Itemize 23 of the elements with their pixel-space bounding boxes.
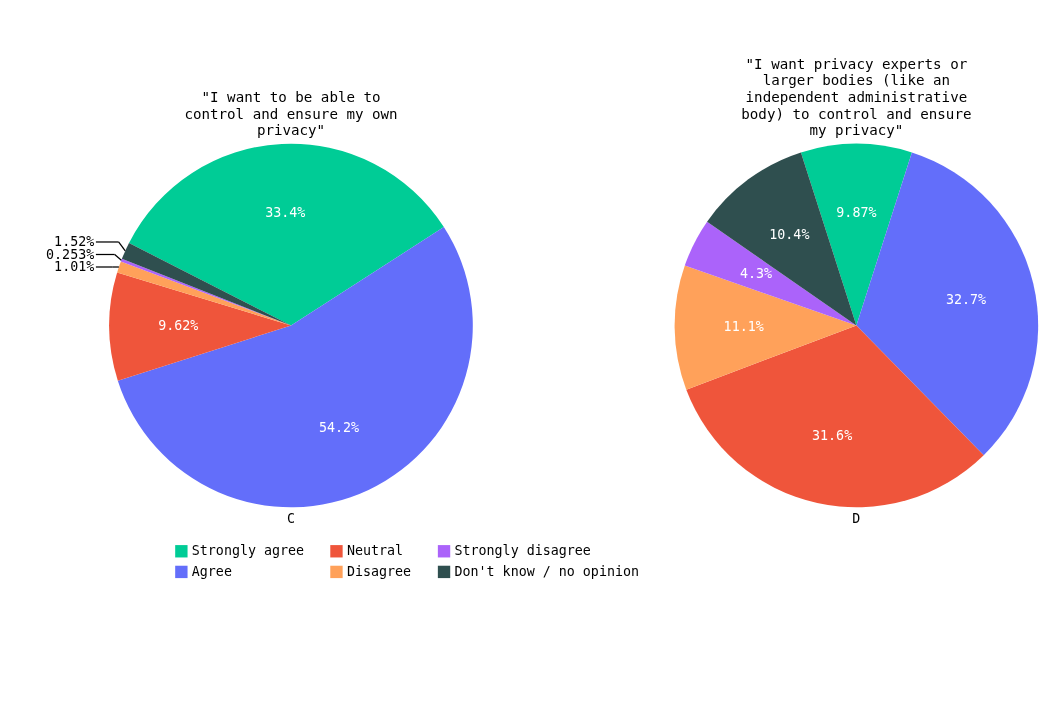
pie-slice — [674, 265, 857, 390]
data-label: 32.7% — [945, 291, 987, 307]
data-label: 33.4% — [265, 205, 306, 221]
data-label: 11.1% — [723, 319, 764, 335]
data-label: 9.87% — [836, 204, 877, 220]
legend-label: Neutral — [346, 543, 404, 559]
pie-slice — [117, 227, 473, 508]
legend-label: Disagree — [346, 564, 412, 580]
pie-slice — [109, 272, 292, 381]
data-label: 10.4% — [769, 227, 810, 243]
data-label: 54.2% — [319, 419, 360, 435]
text: D — [852, 511, 861, 527]
data-label: 4.3% — [739, 266, 773, 282]
text: C — [287, 511, 296, 527]
data-label: 9.62% — [158, 318, 199, 334]
legend-label: Strongly agree — [191, 543, 305, 559]
chart-title: "I want to be able to control and ensure my own privacy" — [184, 89, 398, 139]
legend-label: Agree — [191, 564, 232, 580]
legend-label: Strongly disagree — [454, 543, 591, 559]
legend-label: Don't know / no opinion — [454, 564, 640, 580]
data-label: 1.01% — [54, 259, 95, 275]
data-label: 31.6% — [812, 427, 853, 443]
chart-title: "I want privacy experts or larger bodies (like an independent administrative body) to control and ensure my privacy" — [741, 55, 972, 139]
